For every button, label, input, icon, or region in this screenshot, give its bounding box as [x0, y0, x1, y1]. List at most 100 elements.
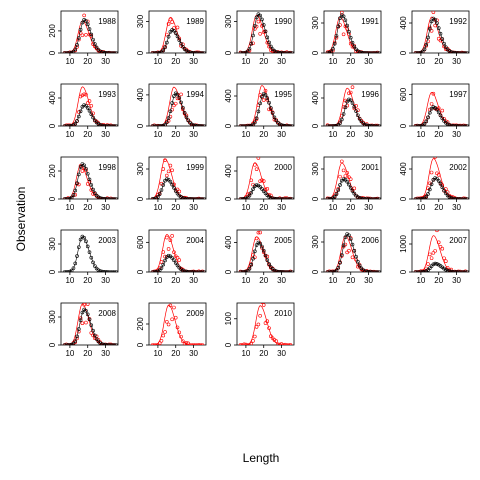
panel-data: [150, 233, 206, 272]
black-point: [331, 270, 335, 272]
y-tick-label: 0: [399, 269, 408, 274]
panel-1996: 10 20 30 0 400 1996: [311, 83, 382, 139]
red-point: [172, 305, 176, 310]
observed-line: [150, 92, 205, 126]
x-tick-label: 10: [153, 203, 162, 212]
black-point: [69, 123, 74, 126]
black-point: [460, 124, 464, 126]
black-point: [101, 342, 106, 345]
black-point: [107, 124, 111, 126]
black-point: [445, 122, 450, 126]
black-point: [161, 123, 166, 126]
black-point: [260, 187, 264, 191]
black-point: [112, 197, 117, 199]
black-point: [258, 13, 262, 18]
red-point: [279, 342, 284, 345]
black-point: [329, 124, 333, 126]
red-point: [352, 186, 357, 191]
black-point: [189, 197, 194, 199]
black-point: [173, 91, 178, 96]
red-point: [438, 245, 443, 249]
black-point: [366, 197, 371, 199]
black-point: [240, 270, 245, 272]
x-tick-label: 20: [434, 203, 443, 212]
black-point: [267, 40, 271, 45]
black-point: [444, 267, 448, 272]
black-point: [98, 123, 102, 126]
black-point: [110, 197, 115, 199]
black-point: [263, 29, 268, 34]
black-point: [109, 197, 113, 199]
black-point: [186, 197, 190, 199]
black-point: [327, 50, 332, 53]
panel-1988: 10 20 30 0 200 1988: [48, 10, 119, 66]
black-point: [184, 196, 189, 199]
black-point: [336, 123, 341, 126]
red-point: [179, 334, 183, 339]
black-point: [191, 123, 196, 126]
red-point: [256, 322, 261, 327]
x-tick-label: 20: [346, 130, 355, 139]
y-tick-label: 0: [48, 50, 57, 55]
black-point: [334, 34, 339, 38]
black-point: [112, 51, 117, 53]
red-point: [177, 258, 182, 262]
black-point: [179, 100, 183, 105]
black-point: [347, 29, 351, 34]
black-point: [348, 98, 353, 103]
black-point: [440, 116, 445, 121]
black-point: [325, 197, 330, 199]
panel-2010: 10 20 30 0 100 2010: [224, 302, 295, 358]
black-point: [327, 124, 332, 126]
black-point: [62, 270, 67, 272]
black-point: [238, 197, 243, 199]
x-tick-label: 10: [241, 130, 250, 139]
black-point: [105, 124, 110, 126]
x-tick-label: 30: [189, 57, 198, 66]
black-point: [200, 124, 205, 126]
panel-2007: 10 20 30 0 1000 2007: [399, 229, 470, 285]
black-point: [415, 51, 420, 53]
red-point: [440, 246, 445, 251]
red-point: [436, 173, 441, 177]
x-tick-label: 20: [434, 130, 443, 139]
y-tick-label: 0: [224, 342, 233, 347]
red-point: [157, 341, 162, 345]
red-point: [168, 17, 173, 22]
black-point: [435, 262, 439, 266]
black-point: [429, 264, 434, 268]
red-point: [269, 193, 273, 198]
y-tick-label: 0: [48, 342, 57, 347]
red-point: [272, 338, 277, 342]
black-point: [363, 122, 367, 126]
red-point: [428, 252, 432, 257]
panel-data: [62, 234, 118, 272]
y-tick-label: 300: [136, 14, 145, 28]
black-point: [77, 172, 81, 177]
black-point: [444, 45, 448, 49]
red-point: [267, 44, 271, 49]
black-point: [195, 270, 199, 272]
black-point: [105, 343, 110, 345]
red-point: [348, 177, 353, 181]
black-point: [263, 191, 268, 196]
x-tick-label: 30: [101, 57, 110, 66]
black-point: [73, 261, 78, 266]
red-point: [428, 181, 432, 186]
x-tick-label: 30: [277, 203, 286, 212]
y-tick-label: 300: [311, 16, 320, 30]
black-point: [419, 270, 423, 272]
red-point: [269, 334, 273, 339]
black-point: [343, 177, 348, 182]
black-point: [87, 250, 92, 254]
panel-year-label: 1998: [98, 163, 116, 172]
red-point: [431, 251, 436, 255]
black-point: [69, 268, 74, 272]
black-point: [110, 270, 115, 272]
red-point: [263, 321, 268, 325]
black-point: [352, 105, 357, 109]
black-point: [98, 196, 102, 199]
x-tick-label: 30: [101, 276, 110, 285]
black-point: [435, 107, 439, 112]
black-point: [419, 197, 423, 199]
